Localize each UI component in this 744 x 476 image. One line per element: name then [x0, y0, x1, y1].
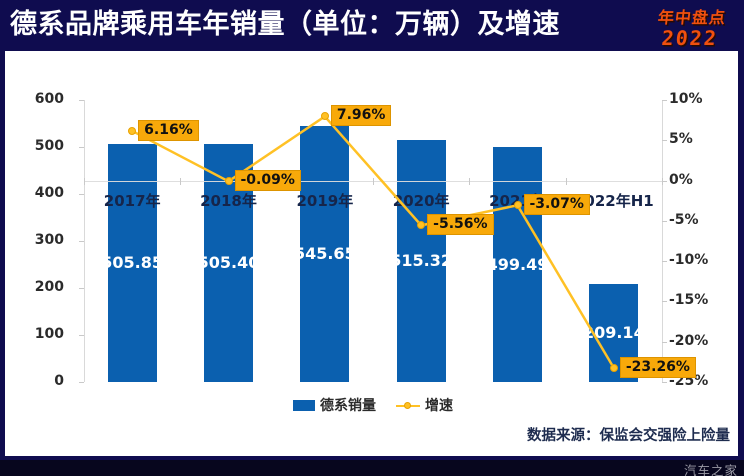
- bottom-bar: 汽车之家: [0, 460, 744, 476]
- year-review-badge: 年中盘点 2022: [648, 4, 735, 50]
- legend-line-dot: [404, 401, 411, 409]
- legend-swatch-sales-icon: [293, 399, 315, 411]
- watermark: 汽车之家: [683, 463, 738, 476]
- legend-item-sales: 德系销量: [293, 395, 376, 415]
- legend-line-marker-icon: [396, 400, 420, 411]
- legend-label-growth: 增速: [425, 398, 453, 414]
- chart-legend: 德系销量 增速: [84, 396, 662, 414]
- source-note: 数据来源：保监会交强险上险量: [527, 428, 730, 444]
- page-title: 德系品牌乘用车年销量（单位：万辆）及增速: [10, 9, 560, 40]
- legend-item-growth: 增速: [396, 395, 453, 415]
- legend-label-sales: 德系销量: [320, 398, 376, 414]
- badge-year: 2022: [660, 26, 720, 50]
- title-bar: 德系品牌乘用车年销量（单位：万辆）及增速 年中盘点 2022: [0, 0, 744, 51]
- badge-text: 年中盘点: [656, 8, 727, 27]
